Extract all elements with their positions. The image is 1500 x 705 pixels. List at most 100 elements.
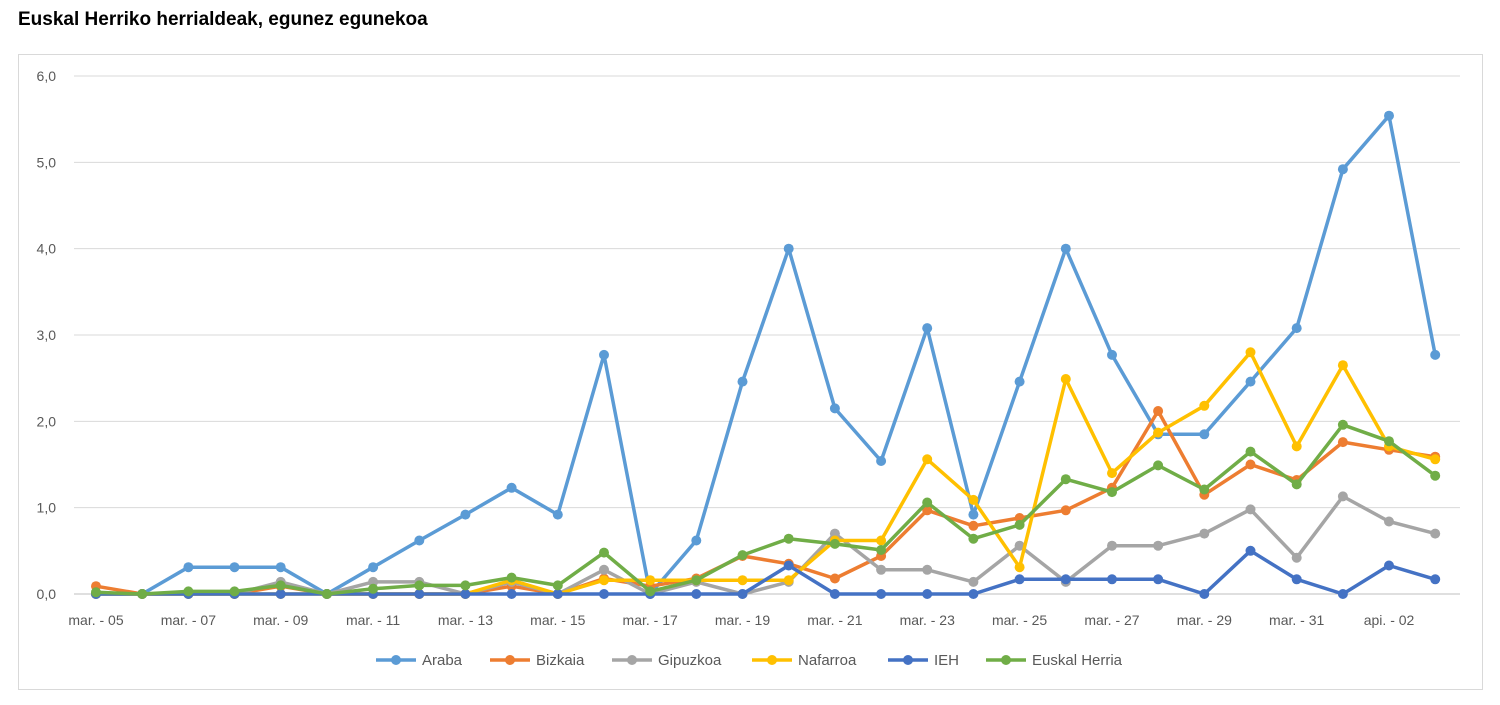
data-point-ieh [1245, 545, 1256, 556]
data-point-euskal-herria [1384, 436, 1394, 447]
data-point-euskal-herria [1245, 446, 1256, 457]
legend-label: Gipuzkoa [658, 652, 722, 669]
x-tick-label: mar. - 17 [623, 612, 678, 628]
data-point-euskal-herria [552, 580, 563, 591]
data-point-ieh [922, 589, 933, 599]
data-point-nafarroa [783, 575, 794, 586]
data-point-euskal-herria [599, 547, 609, 558]
data-point-bizkaia [1245, 459, 1256, 470]
x-tick-label: mar. - 07 [161, 612, 216, 628]
data-point-gipuzkoa [922, 564, 933, 575]
data-point-ieh [506, 589, 517, 599]
data-point-euskal-herria [1014, 519, 1025, 530]
data-point-araba [275, 562, 286, 573]
data-point-gipuzkoa [599, 564, 609, 575]
data-point-ieh [1153, 574, 1164, 585]
chart-title: Euskal Herriko herrialdeak, egunez egune… [18, 9, 428, 30]
data-point-araba [1107, 349, 1117, 360]
data-point-ieh [829, 589, 840, 599]
data-point-gipuzkoa [368, 576, 379, 587]
data-point-araba [1014, 376, 1025, 387]
data-point-euskal-herria [645, 586, 656, 597]
legend-item-bizkaia: Bizkaia [490, 652, 585, 669]
legend-item-euskal-herria: Euskal Herria [986, 652, 1123, 669]
data-point-nafarroa [1014, 562, 1025, 573]
data-point-araba [599, 349, 609, 360]
data-point-araba [737, 376, 748, 387]
data-point-araba [368, 562, 379, 573]
data-point-araba [1060, 243, 1071, 254]
data-point-gipuzkoa [1430, 528, 1441, 539]
data-point-ieh [1430, 574, 1441, 585]
data-point-ieh [414, 589, 425, 599]
data-point-euskal-herria [737, 550, 748, 561]
data-point-araba [691, 535, 702, 546]
data-point-euskal-herria [876, 545, 887, 555]
y-tick-label: 4,0 [37, 241, 57, 257]
data-point-euskal-herria [183, 586, 194, 597]
data-point-ieh [968, 589, 979, 599]
data-point-euskal-herria [1153, 460, 1164, 471]
data-point-araba [1337, 164, 1348, 175]
data-point-araba [876, 456, 887, 466]
x-tick-label: mar. - 27 [1084, 612, 1139, 628]
x-tick-label: mar. - 11 [346, 612, 400, 628]
gridlines [74, 75, 1460, 595]
data-point-araba [922, 323, 933, 334]
data-point-nafarroa [645, 575, 656, 586]
y-tick-label: 1,0 [37, 500, 57, 516]
legend-marker [767, 655, 777, 665]
data-point-nafarroa [876, 535, 887, 546]
data-point-euskal-herria [968, 533, 979, 544]
data-point-araba [183, 562, 194, 573]
data-point-nafarroa [1199, 400, 1210, 411]
data-point-euskal-herria [691, 575, 702, 586]
series-line-araba [94, 113, 1437, 596]
y-tick-label: 6,0 [37, 68, 57, 84]
data-point-nafarroa [922, 454, 933, 465]
legend-item-araba: Araba [376, 652, 463, 669]
y-tick-label: 2,0 [37, 413, 57, 429]
data-point-gipuzkoa [1384, 516, 1394, 527]
data-point-euskal-herria [1291, 479, 1302, 490]
series-group [91, 110, 1441, 599]
data-point-ieh [1384, 560, 1394, 571]
legend-item-nafarroa: Nafarroa [752, 652, 857, 669]
data-point-gipuzkoa [1153, 540, 1164, 551]
series-euskal-herria [91, 419, 1441, 599]
x-tick-label: mar. - 29 [1177, 612, 1232, 628]
x-tick-label: mar. - 15 [530, 612, 585, 628]
data-point-nafarroa [1060, 374, 1071, 384]
legend-marker [627, 655, 637, 665]
data-point-euskal-herria [1337, 419, 1348, 430]
data-point-araba [506, 482, 517, 493]
data-point-bizkaia [1060, 505, 1071, 516]
data-point-ieh [1107, 574, 1117, 585]
data-point-ieh [1337, 589, 1348, 599]
series-araba [91, 110, 1441, 599]
data-point-ieh [691, 589, 702, 599]
data-point-euskal-herria [460, 580, 471, 591]
data-point-araba [1291, 323, 1302, 334]
x-tick-label: mar. - 09 [253, 612, 308, 628]
x-tick-label: mar. - 05 [68, 612, 123, 628]
data-point-araba [783, 243, 794, 254]
data-point-gipuzkoa [1014, 540, 1025, 551]
x-tick-label: mar. - 31 [1269, 612, 1324, 628]
x-tick-label: mar. - 19 [715, 612, 770, 628]
data-point-bizkaia [1337, 437, 1348, 448]
data-point-nafarroa [1291, 441, 1302, 452]
data-point-bizkaia [829, 573, 840, 584]
legend-marker [1001, 655, 1011, 665]
legend-item-ieh: IEH [888, 652, 959, 669]
legend-label: IEH [934, 652, 959, 669]
data-point-araba [1245, 376, 1256, 387]
data-point-euskal-herria [321, 589, 332, 599]
data-point-nafarroa [1153, 427, 1164, 438]
data-point-ieh [1014, 574, 1025, 585]
y-tick-label: 5,0 [37, 154, 57, 170]
data-point-ieh [552, 589, 563, 599]
data-point-nafarroa [1245, 347, 1256, 358]
data-point-ieh [1199, 589, 1210, 599]
data-point-gipuzkoa [1291, 552, 1302, 563]
